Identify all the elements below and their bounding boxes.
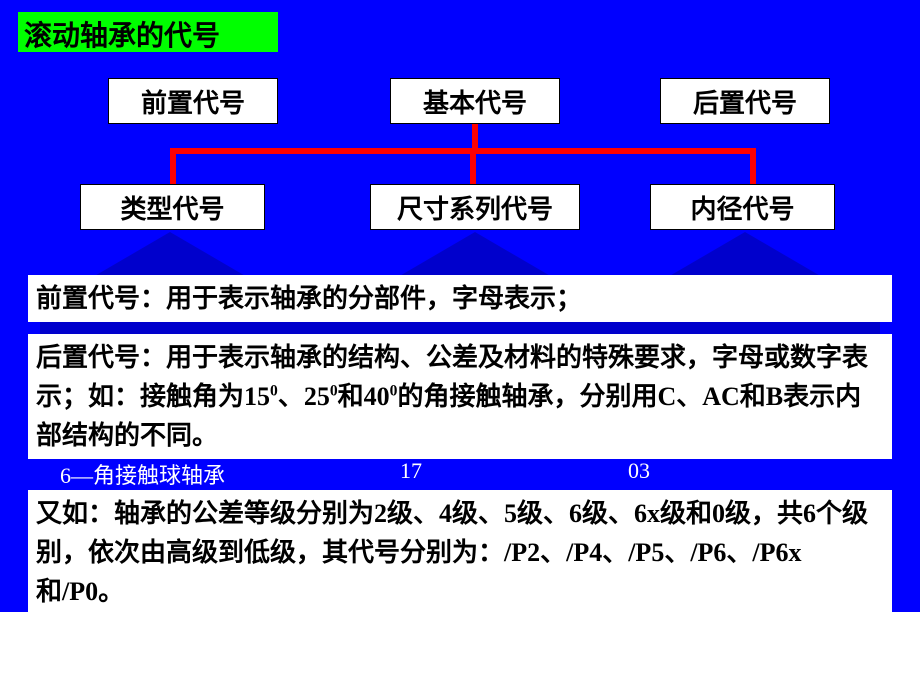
box-prefix-label: 前置代号 [141, 83, 245, 120]
para2-seg-b: 、25 [278, 382, 330, 411]
box-suffix-code: 后置代号 [660, 78, 830, 124]
connector-drop-1 [470, 148, 476, 184]
box-size-series-code: 尺寸系列代号 [370, 184, 580, 230]
box-type-code: 类型代号 [80, 184, 265, 230]
sup-25: 0 [330, 382, 338, 399]
blue-cell-left: 6—角接触球轴承 [60, 458, 225, 490]
box-bore-code: 内径代号 [650, 184, 835, 230]
box-bore-label: 内径代号 [690, 189, 794, 226]
blue-cell-mid: 17 [400, 458, 422, 484]
blue-table-row: 6—角接触球轴承 17 03 [40, 456, 880, 488]
box-basic-code: 基本代号 [390, 78, 560, 124]
box-basic-label: 基本代号 [423, 83, 527, 120]
slide-title-text: 滚动轴承的代号 [24, 21, 220, 52]
slide-title: 滚动轴承的代号 [18, 12, 278, 52]
connector-drop-0 [170, 148, 176, 184]
sup-15: 0 [270, 382, 278, 399]
bottom-white-area [0, 612, 920, 690]
paragraph-tolerance-text: 又如：轴承的公差等级分别为2级、4级、5级、6级、6x级和0级，共6个级别，依次… [36, 499, 868, 606]
connector-drop-2 [750, 148, 756, 184]
paragraph-tolerance-explain: 又如：轴承的公差等级分别为2级、4级、5级、6级、6x级和0级，共6个级别，依次… [28, 490, 892, 615]
connector-hline [170, 148, 756, 154]
box-type-label: 类型代号 [120, 189, 224, 226]
connector-stub [472, 124, 478, 148]
box-prefix-code: 前置代号 [108, 78, 278, 124]
paragraph-suffix-explain: 后置代号：用于表示轴承的结构、公差及材料的特殊要求，字母或数字表示；如：接触角为… [28, 334, 892, 459]
para2-seg-c: 和40 [338, 382, 390, 411]
paragraph-prefix-text: 前置代号：用于表示轴承的分部件，字母表示； [36, 284, 582, 313]
box-size-label: 尺寸系列代号 [397, 189, 553, 226]
blue-cell-right: 03 [628, 458, 650, 484]
box-suffix-label: 后置代号 [693, 83, 797, 120]
paragraph-prefix-explain: 前置代号：用于表示轴承的分部件，字母表示； [28, 275, 892, 322]
